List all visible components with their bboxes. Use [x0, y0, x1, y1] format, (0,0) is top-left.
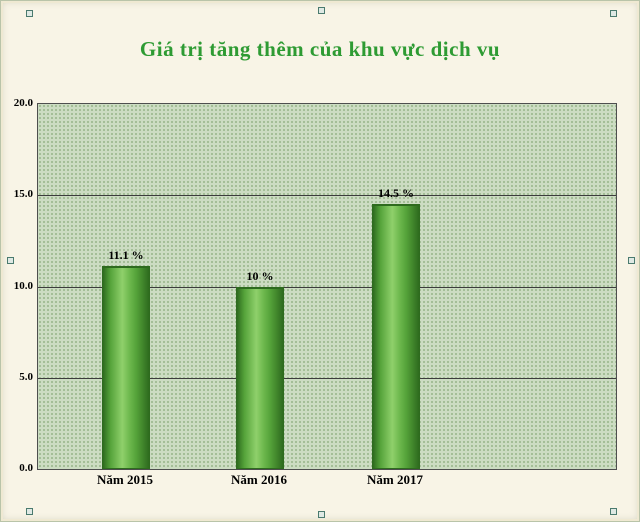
resize-handle[interactable] [318, 7, 325, 14]
bar-value-label: 10 % [246, 268, 274, 283]
y-tick-label: 5.0 [19, 370, 33, 383]
bar-value-label: 11.1 % [108, 248, 144, 263]
bar[interactable] [102, 266, 150, 469]
bar-value-label: 14.5 % [378, 186, 414, 201]
gridline [38, 195, 616, 197]
x-axis-label: Năm 2015 [97, 472, 153, 487]
y-tick-label: 15.0 [13, 188, 33, 201]
resize-handle[interactable] [26, 10, 33, 17]
plot-area: 11.1 % 10 % 14.5 % [37, 103, 617, 470]
bar[interactable] [372, 204, 420, 469]
resize-handle[interactable] [7, 257, 14, 264]
gridline [38, 286, 616, 288]
x-axis-label: Năm 2016 [231, 472, 287, 487]
y-tick-label: 20.0 [13, 97, 33, 109]
resize-handle[interactable] [318, 511, 325, 518]
y-tick-label: 0.0 [19, 462, 33, 474]
y-tick-label: 10.0 [13, 279, 33, 292]
resize-handle[interactable] [26, 508, 33, 515]
bar[interactable] [236, 286, 284, 469]
x-axis-label: Năm 2017 [367, 472, 423, 487]
gridline [38, 377, 616, 379]
resize-handle[interactable] [628, 257, 635, 264]
resize-handle[interactable] [610, 10, 617, 17]
chart-title: Giá trị tăng thêm của khu vực dịch vụ [139, 37, 501, 61]
resize-handle[interactable] [610, 508, 617, 515]
